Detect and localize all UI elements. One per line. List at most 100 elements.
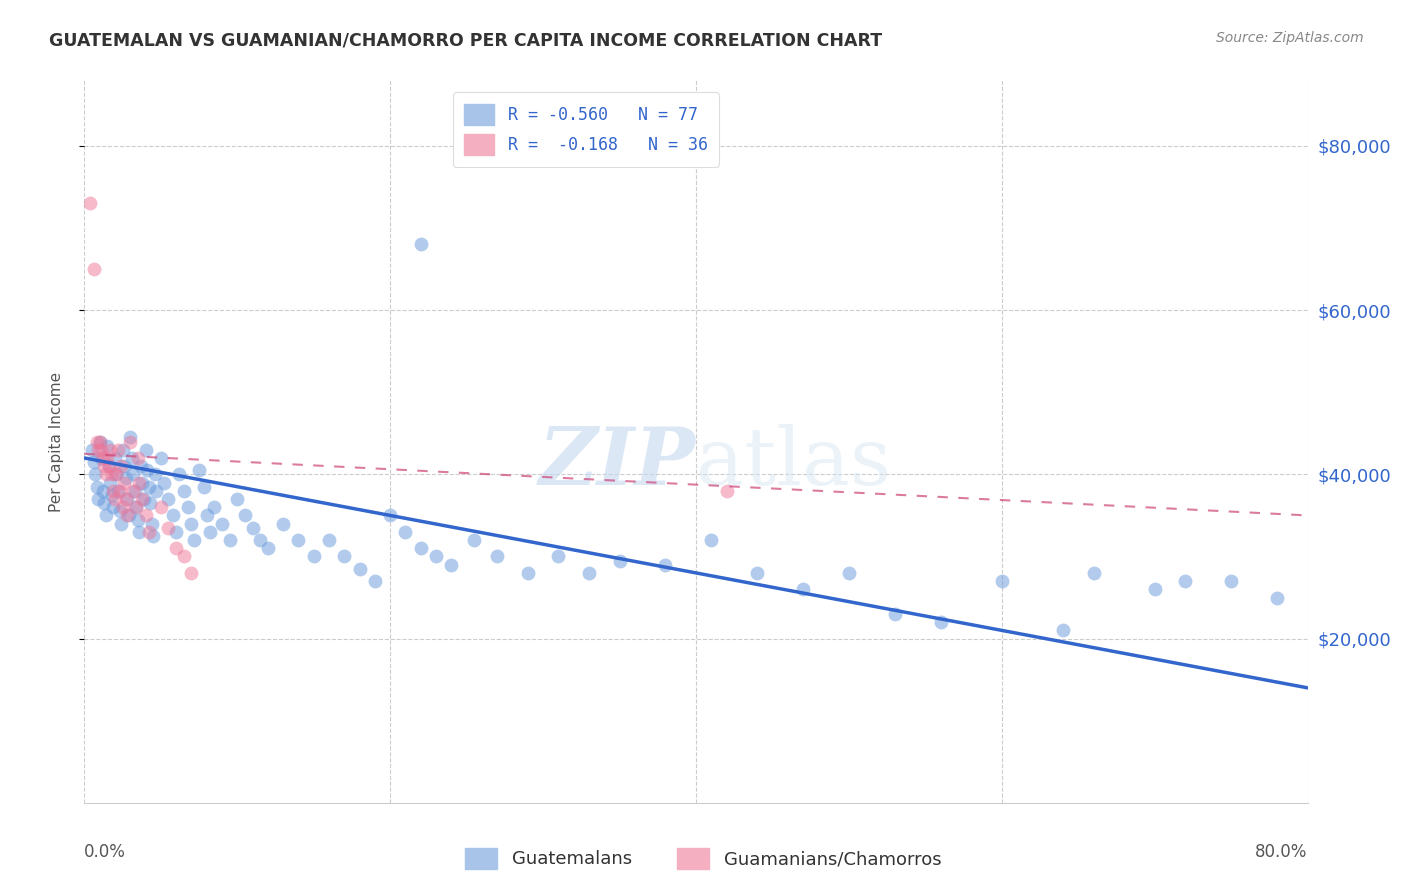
Point bbox=[165, 541, 187, 556]
Point bbox=[120, 434, 142, 449]
Point bbox=[198, 524, 221, 539]
Point bbox=[114, 471, 136, 485]
Point bbox=[128, 475, 150, 490]
Point bbox=[173, 549, 195, 564]
Point bbox=[79, 196, 101, 211]
Point bbox=[233, 508, 256, 523]
Point bbox=[141, 516, 163, 531]
Point bbox=[118, 508, 141, 523]
Point bbox=[90, 450, 112, 465]
Point bbox=[128, 524, 150, 539]
Point bbox=[180, 566, 202, 580]
Point bbox=[125, 500, 148, 515]
Point bbox=[112, 459, 135, 474]
Point bbox=[1174, 574, 1197, 588]
Point bbox=[87, 442, 110, 457]
Point bbox=[86, 480, 108, 494]
Legend: Guatemalans, Guamanians/Chamorros: Guatemalans, Guamanians/Chamorros bbox=[457, 840, 949, 876]
Point bbox=[89, 434, 111, 449]
Point bbox=[105, 467, 128, 482]
Point bbox=[83, 455, 105, 469]
Point bbox=[271, 516, 294, 531]
Point bbox=[94, 467, 117, 482]
Point bbox=[202, 500, 225, 515]
Point bbox=[105, 467, 128, 482]
Point bbox=[91, 483, 114, 498]
Point bbox=[700, 533, 723, 547]
Point bbox=[122, 483, 145, 498]
Point bbox=[87, 491, 110, 506]
Point bbox=[131, 475, 153, 490]
Point bbox=[364, 574, 387, 588]
Point bbox=[93, 459, 115, 474]
Point bbox=[104, 450, 127, 465]
Point bbox=[112, 475, 135, 490]
Point bbox=[86, 434, 108, 449]
Point bbox=[115, 491, 138, 506]
Point bbox=[747, 566, 769, 580]
Point bbox=[138, 524, 160, 539]
Point bbox=[121, 450, 143, 465]
Point bbox=[103, 483, 125, 498]
Point bbox=[97, 459, 120, 474]
Point bbox=[333, 549, 356, 564]
Point bbox=[97, 459, 120, 474]
Point bbox=[91, 450, 114, 465]
Y-axis label: Per Capita Income: Per Capita Income bbox=[49, 371, 63, 512]
Point bbox=[153, 475, 176, 490]
Point bbox=[111, 500, 134, 515]
Point bbox=[125, 500, 148, 515]
Point bbox=[110, 459, 132, 474]
Point bbox=[463, 533, 485, 547]
Point bbox=[101, 467, 124, 482]
Point bbox=[1265, 591, 1288, 605]
Point bbox=[195, 508, 218, 523]
Point bbox=[578, 566, 600, 580]
Point bbox=[249, 533, 271, 547]
Point bbox=[177, 500, 200, 515]
Point bbox=[1052, 624, 1074, 638]
Point bbox=[90, 442, 112, 457]
Point bbox=[149, 500, 172, 515]
Point bbox=[107, 483, 129, 498]
Point bbox=[80, 442, 103, 457]
Point bbox=[103, 500, 125, 515]
Point bbox=[84, 467, 107, 482]
Point bbox=[131, 491, 153, 506]
Point bbox=[349, 562, 371, 576]
Point bbox=[96, 450, 118, 465]
Point bbox=[143, 467, 166, 482]
Point bbox=[242, 521, 264, 535]
Point bbox=[654, 558, 676, 572]
Point bbox=[180, 516, 202, 531]
Text: 0.0%: 0.0% bbox=[84, 843, 127, 861]
Point bbox=[257, 541, 280, 556]
Point bbox=[1083, 566, 1105, 580]
Point bbox=[929, 615, 952, 630]
Point bbox=[122, 467, 145, 482]
Point bbox=[1143, 582, 1166, 597]
Point bbox=[211, 516, 233, 531]
Point bbox=[111, 442, 134, 457]
Point bbox=[167, 467, 190, 482]
Text: atlas: atlas bbox=[696, 425, 891, 502]
Point bbox=[107, 442, 129, 457]
Point bbox=[226, 491, 249, 506]
Point bbox=[188, 463, 211, 477]
Point bbox=[110, 516, 132, 531]
Point bbox=[127, 450, 149, 465]
Point bbox=[425, 549, 447, 564]
Point bbox=[486, 549, 509, 564]
Point bbox=[183, 533, 205, 547]
Point bbox=[83, 262, 105, 277]
Point bbox=[318, 533, 340, 547]
Point bbox=[108, 504, 131, 518]
Point bbox=[145, 483, 167, 498]
Point bbox=[96, 439, 118, 453]
Point bbox=[89, 434, 111, 449]
Point bbox=[115, 508, 138, 523]
Point bbox=[409, 237, 432, 252]
Point bbox=[94, 508, 117, 523]
Point bbox=[165, 524, 187, 539]
Point bbox=[173, 483, 195, 498]
